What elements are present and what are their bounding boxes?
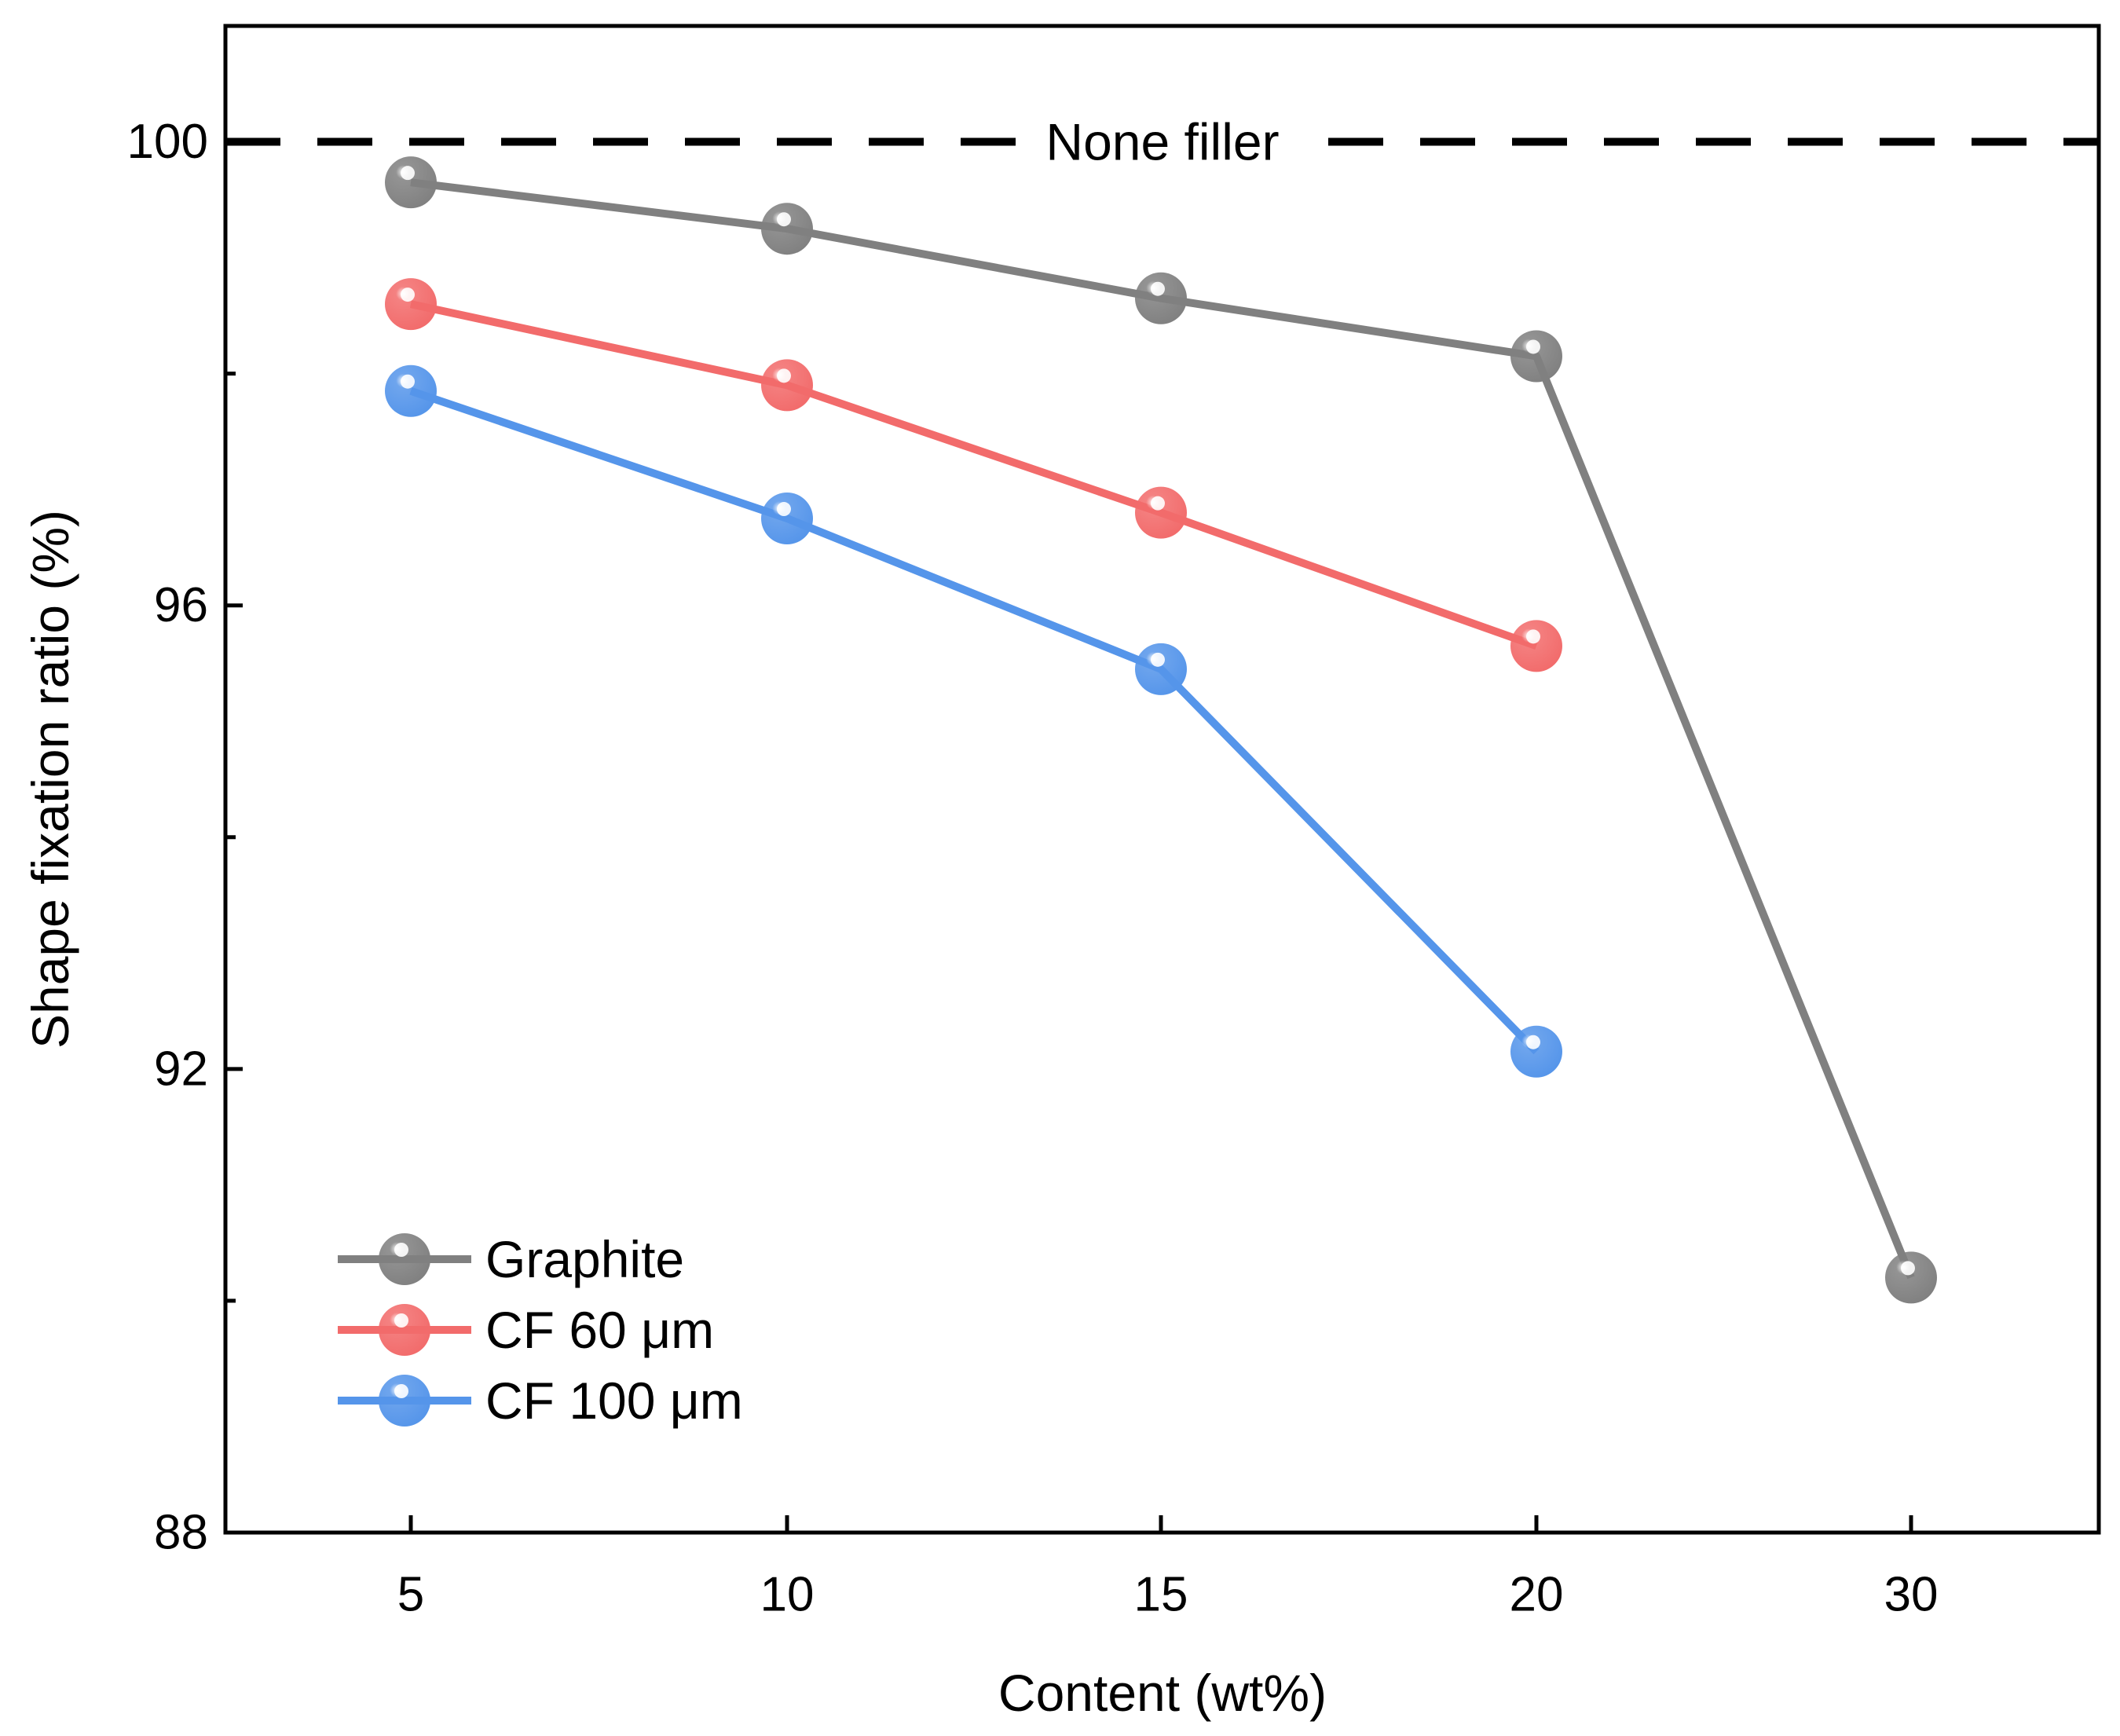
series-line-graphite: [410, 178, 1915, 1280]
x-tick-label-30: 30: [1884, 1568, 1939, 1622]
legend: Graphite CF 60 μm CF 100 μm: [338, 1230, 743, 1430]
y-axis-title: Shape fixation ratio (%): [21, 510, 79, 1049]
data-point-cf-60-m-5: [385, 278, 437, 331]
x-tick-label-10: 10: [760, 1568, 815, 1622]
data-point-cf-100-m-5: [385, 364, 437, 417]
data-point-cf-100-m-10: [761, 493, 813, 545]
reference-label-background: [1021, 110, 1304, 174]
legend-item-cf-100: CF 100 μm: [338, 1372, 743, 1430]
x-tick-label-20: 20: [1510, 1568, 1564, 1622]
legend-label-cf-100: CF 100 μm: [485, 1372, 743, 1430]
data-point-graphite-5: [385, 156, 437, 209]
legend-marker-cf-100-m: [379, 1375, 430, 1427]
data-point-graphite-10: [761, 203, 813, 255]
legend-marker-graphite: [379, 1233, 430, 1285]
data-point-cf-100-m-20: [1510, 1025, 1562, 1078]
data-point-graphite-15: [1135, 272, 1187, 324]
data-point-cf-100-m-15: [1135, 643, 1187, 695]
legend-marker-cf-60-m: [379, 1304, 430, 1356]
data-point-cf-60-m-20: [1510, 620, 1562, 672]
none-filler-label: None filler: [1045, 113, 1279, 171]
data-point-graphite-30: [1885, 1251, 1937, 1304]
reference-line-group: None filler: [225, 110, 2099, 174]
legend-label-graphite: Graphite: [485, 1230, 684, 1288]
x-tick-label-15: 15: [1134, 1568, 1188, 1622]
y-tick-label-96: 96: [154, 578, 208, 632]
legend-item-cf-60: CF 60 μm: [338, 1301, 714, 1359]
data-point-cf-60-m-15: [1135, 486, 1187, 539]
series-line-cf-100-m: [409, 387, 1540, 1055]
y-axis-ticks: 88 92 96 100: [127, 115, 243, 1560]
data-point-graphite-20: [1510, 330, 1562, 383]
series-layer: [385, 156, 1937, 1304]
series-cf-60-m: [385, 278, 1562, 672]
series-graphite: [385, 156, 1937, 1304]
y-tick-label-100: 100: [127, 115, 208, 169]
data-point-cf-60-m-10: [761, 359, 813, 412]
y-tick-label-92: 92: [154, 1042, 208, 1096]
x-tick-label-5: 5: [397, 1568, 424, 1622]
series-line-cf-60-m: [409, 300, 1538, 650]
legend-label-cf-60: CF 60 μm: [485, 1301, 714, 1359]
y-tick-label-88: 88: [154, 1506, 208, 1560]
legend-item-graphite: Graphite: [338, 1230, 684, 1288]
x-axis-ticks: 5 10 15 20 30: [397, 1515, 1939, 1622]
x-axis-title: Content (wt%): [998, 1664, 1327, 1722]
series-cf-100-m: [385, 364, 1562, 1078]
